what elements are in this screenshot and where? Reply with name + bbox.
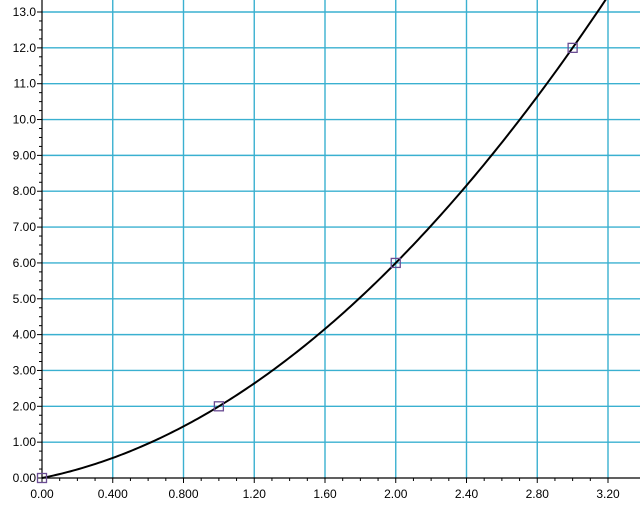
y-tick-label: 4.00 bbox=[13, 328, 37, 342]
tick-labels: 0.00 0.400 0.800 1.20 1.60 2.00 2.40 2.80 3.20 0.… bbox=[13, 5, 620, 501]
y-tick-label: 1.00 bbox=[13, 435, 37, 449]
y-tick-label: 10.0 bbox=[13, 113, 37, 127]
x-tick-label: 2.80 bbox=[526, 487, 550, 501]
y-tick-label: 0.00 bbox=[13, 471, 37, 485]
x-tick-label: 0.800 bbox=[168, 487, 198, 501]
x-tick-label: 3.20 bbox=[596, 487, 620, 501]
series-line bbox=[41, 0, 607, 479]
data-point-marker bbox=[390, 257, 401, 269]
data-point-marker bbox=[567, 42, 578, 53]
y-tick-label: 9.00 bbox=[13, 148, 37, 162]
y-tick-label: 5.00 bbox=[13, 292, 37, 306]
x-tick-label: 1.60 bbox=[313, 487, 337, 501]
y-tick-label: 7.00 bbox=[13, 220, 37, 234]
y-tick-label: 8.00 bbox=[13, 184, 37, 198]
x-tick-label: 2.40 bbox=[455, 487, 479, 501]
y-tick-label: 2.00 bbox=[13, 399, 37, 413]
x-tick-label: 1.20 bbox=[243, 487, 267, 501]
curves bbox=[41, 0, 607, 479]
x-tick-label: 2.00 bbox=[384, 487, 408, 501]
y-tick-label: 11.0 bbox=[14, 77, 37, 91]
data-point-marker bbox=[36, 472, 48, 484]
markers bbox=[36, 42, 578, 484]
y-tick-label: 12.0 bbox=[13, 41, 37, 55]
x-tick-label: 0.00 bbox=[30, 487, 54, 501]
y-tick-label: 3.00 bbox=[13, 363, 37, 377]
data-point-marker bbox=[213, 401, 225, 412]
x-tick-label: 0.400 bbox=[98, 487, 128, 501]
grid bbox=[42, 0, 640, 478]
y-tick-label: 13.0 bbox=[13, 5, 37, 19]
ticks bbox=[37, 11, 609, 483]
y-tick-label: 6.00 bbox=[13, 256, 37, 270]
axes bbox=[41, 0, 640, 479]
